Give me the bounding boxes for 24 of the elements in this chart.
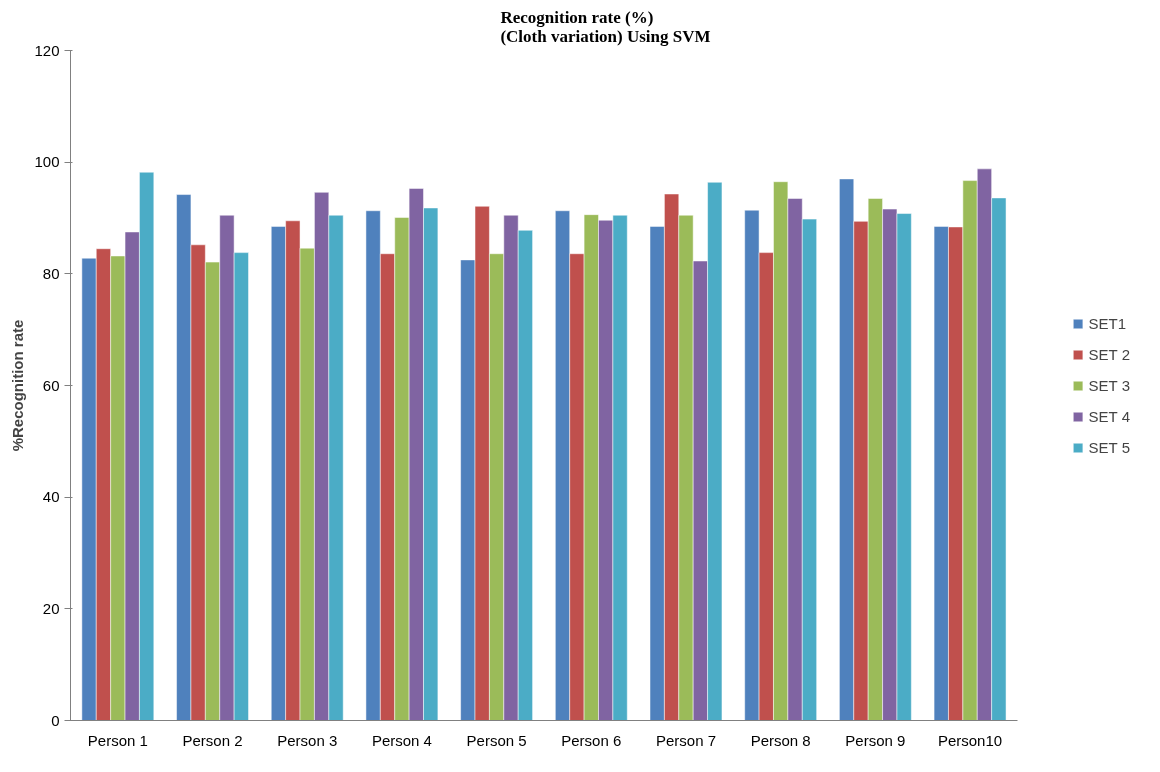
y-tick-label: 100 bbox=[34, 153, 60, 171]
legend-label: SET 4 bbox=[1088, 407, 1130, 425]
y-axis-title: %Recognition rate bbox=[9, 319, 27, 452]
x-tick-label: Person 2 bbox=[182, 731, 243, 749]
y-tick-label: 0 bbox=[51, 711, 60, 729]
y-tick-label: 120 bbox=[34, 41, 60, 59]
y-tick-label: 20 bbox=[42, 599, 60, 617]
x-tick-label: Person 8 bbox=[750, 731, 811, 749]
legend-label: SET 5 bbox=[1088, 438, 1130, 456]
y-tick-label: 80 bbox=[42, 264, 60, 282]
x-tick-label: Person 3 bbox=[277, 731, 338, 749]
x-tick-label: Person10 bbox=[937, 731, 1003, 749]
x-tick-label: Person 4 bbox=[371, 731, 432, 749]
x-tick-label: Person 6 bbox=[561, 731, 622, 749]
legend-label: SET 3 bbox=[1088, 376, 1130, 394]
x-tick-label: Person 9 bbox=[845, 731, 906, 749]
legend-label: SET1 bbox=[1088, 314, 1127, 332]
y-tick-label: 40 bbox=[42, 488, 60, 506]
x-tick-label: Person 5 bbox=[466, 731, 527, 749]
y-tick-label: 60 bbox=[42, 376, 60, 394]
chart-title: Recognition rate (%) (Cloth variation) Using SVM bbox=[500, 7, 711, 46]
x-tick-label: Person 1 bbox=[87, 731, 148, 749]
legend-label: SET 2 bbox=[1088, 345, 1130, 363]
x-tick-label: Person 7 bbox=[655, 731, 717, 749]
